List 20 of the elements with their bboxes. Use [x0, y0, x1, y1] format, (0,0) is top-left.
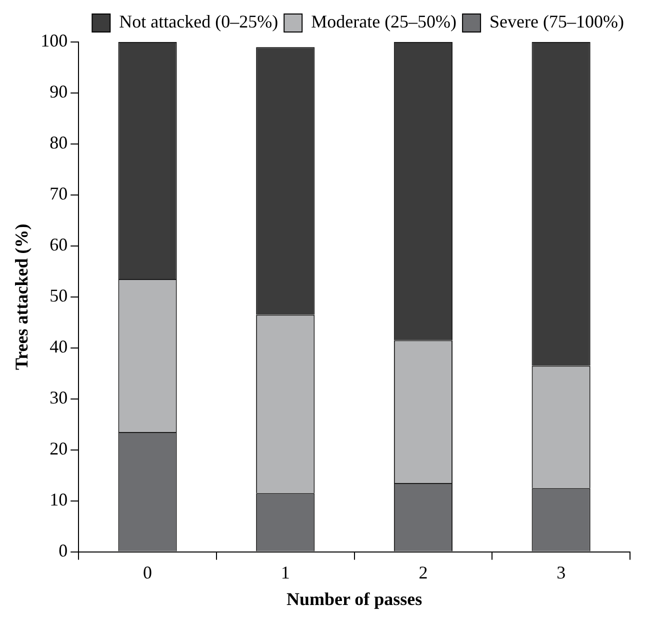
y-axis-title: Trees attacked (%) — [11, 224, 32, 370]
legend-label: Not attacked (0–25%) — [119, 12, 278, 32]
x-tick-label: 2 — [418, 562, 428, 582]
y-tick-label: 10 — [50, 490, 68, 510]
x-tick-label: 3 — [556, 562, 566, 582]
y-tick-label: 90 — [50, 82, 68, 102]
legend-label: Moderate (25–50%) — [311, 12, 457, 32]
y-tick-label: 100 — [40, 30, 68, 51]
y-tick-label: 40 — [50, 336, 68, 357]
x-tick-label: 1 — [280, 562, 290, 582]
x-tick-label: 0 — [143, 562, 152, 582]
y-tick-label: 50 — [50, 286, 68, 306]
y-tick-label: 80 — [50, 132, 68, 153]
y-tick-label: 20 — [50, 438, 68, 459]
legend-label: Severe (75–100%) — [490, 12, 624, 32]
x-axis-title: Number of passes — [286, 588, 422, 609]
y-tick-label: 70 — [50, 184, 68, 204]
y-tick-label: 0 — [58, 540, 68, 561]
y-tick-label: 60 — [50, 234, 68, 255]
y-tick-label: 30 — [50, 388, 68, 408]
